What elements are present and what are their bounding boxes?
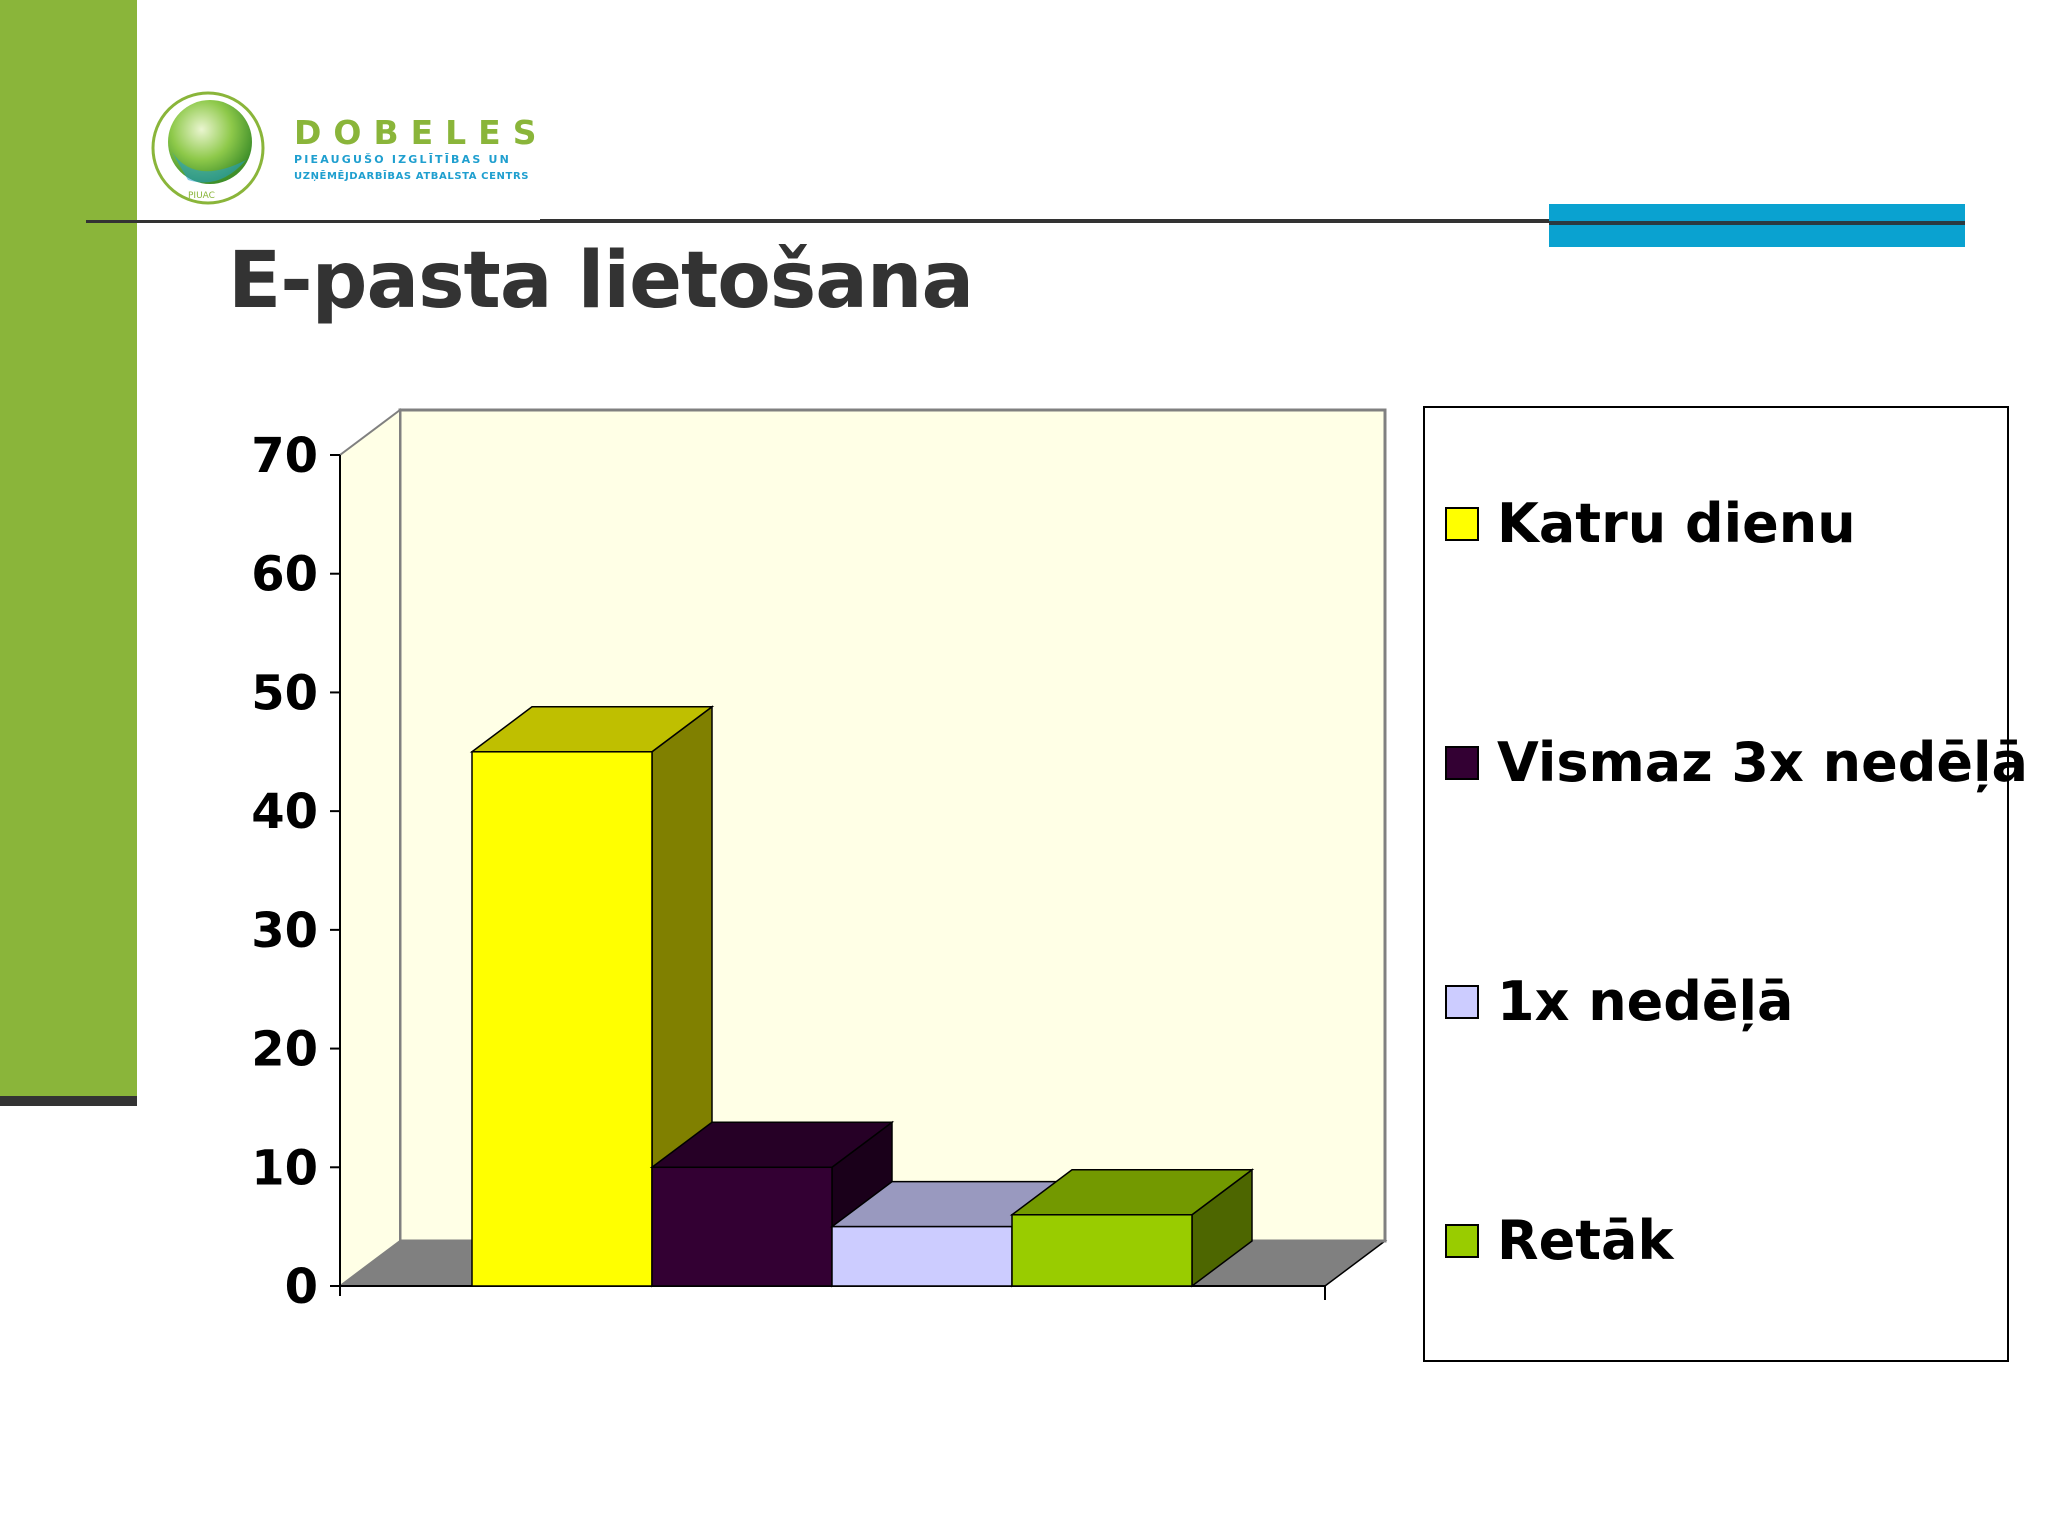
logo-subtitle-line1: PIEAUGUŠO IZGLĪTĪBAS UN <box>294 153 512 166</box>
legend-label: Retāk <box>1497 1209 1674 1272</box>
bar-front-4 <box>1011 1214 1193 1287</box>
legend-swatch <box>1445 1223 1479 1258</box>
y-tick-label-70: 70 <box>251 428 318 484</box>
logo-subtitle-line2: UZŅĒMĒJDARBĪBAS ATBALSTA CENTRS <box>294 171 530 182</box>
logo-emblem-icon: PIUAC <box>151 91 265 205</box>
logo-wordmark: DOBELES PIEAUGUŠO IZGLĪTĪBAS UN UZŅĒMĒJD… <box>294 116 548 183</box>
bar-front-1 <box>471 751 653 1287</box>
left-accent-bar <box>0 0 137 1096</box>
left-accent-bar-shadow <box>0 1096 137 1106</box>
y-tick-label-30: 30 <box>251 903 318 959</box>
bar-1 <box>469 705 715 1288</box>
page-title: E-pasta lietošana <box>228 236 974 326</box>
y-tick-label-10: 10 <box>251 1140 318 1196</box>
header-accent-block <box>1549 204 1965 247</box>
y-tick-label-60: 60 <box>251 547 318 603</box>
legend-item: Retāk <box>1445 1209 1673 1272</box>
y-tick-label-40: 40 <box>251 784 318 840</box>
logo-name: DOBELES <box>294 113 549 152</box>
legend-label: Katru dienu <box>1497 492 1856 555</box>
chart-bars <box>469 705 1255 1288</box>
y-tick-label-20: 20 <box>251 1022 318 1078</box>
logo-badge-text: PIUAC <box>188 191 215 201</box>
bar-4 <box>1009 1168 1255 1288</box>
y-tick-label-0: 0 <box>285 1259 318 1315</box>
legend-item: Katru dienu <box>1445 492 1856 555</box>
legend-swatch <box>1445 506 1479 541</box>
header-accent-line <box>1549 221 1965 225</box>
legend-swatch <box>1445 745 1479 780</box>
legend-label: 1x nedēļā <box>1497 970 1794 1033</box>
chart-legend: Katru dienu Vismaz 3x nedēļā 1x nedēļā Retā… <box>1423 406 2028 1362</box>
legend-item: 1x nedēļā <box>1445 970 1794 1033</box>
legend-swatch <box>1445 984 1479 1019</box>
header-rule-left <box>86 220 540 223</box>
legend-item: Vismaz 3x nedēļā <box>1445 731 2028 794</box>
bar-front-3 <box>831 1225 1013 1287</box>
chart-axis: 0 10 20 30 40 50 60 70 <box>251 428 1326 1315</box>
y-tick-label-50: 50 <box>251 665 318 721</box>
bar-front-2 <box>651 1166 833 1287</box>
header-rule <box>540 219 1960 223</box>
legend-label: Vismaz 3x nedēļā <box>1497 731 2028 794</box>
chart-side-wall <box>339 408 401 1288</box>
